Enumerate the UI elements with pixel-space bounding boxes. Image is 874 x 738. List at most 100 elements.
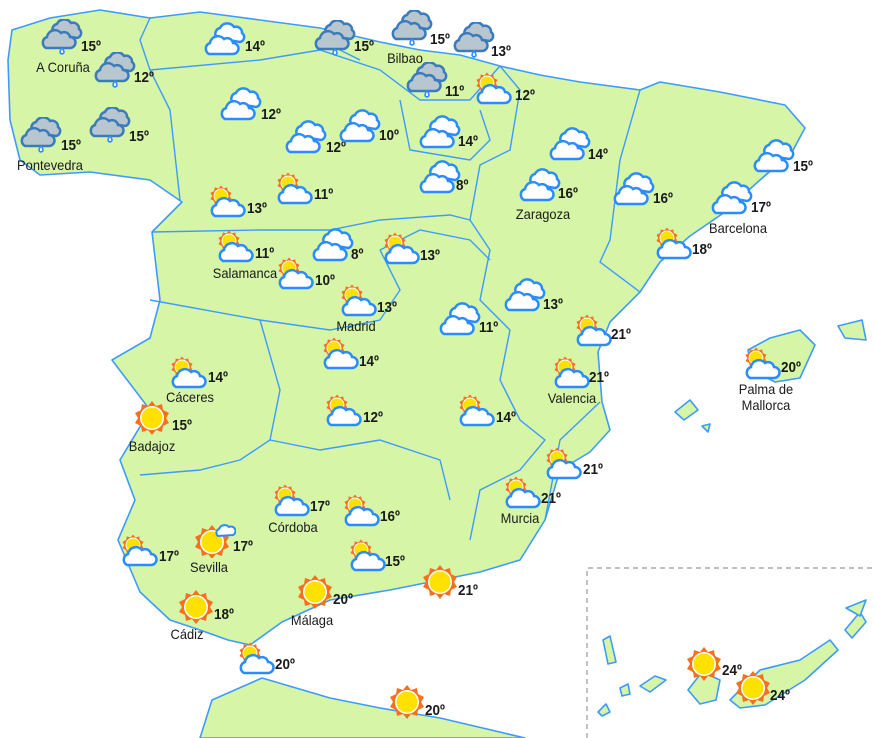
sun-cloud-icon: [346, 537, 390, 573]
city-label: Bilbao: [387, 50, 423, 66]
ibiza: [674, 399, 699, 421]
city-label: Cáceres: [166, 389, 214, 405]
sun-cloud-icon: [206, 183, 250, 219]
sun-cloud-icon: [322, 392, 366, 428]
sun-cloud-icon: [274, 255, 318, 291]
rain-cloud-icon: [19, 117, 63, 153]
sun-cloud-icon: [270, 482, 314, 518]
temperature-label: 16º: [653, 190, 673, 207]
sun-cloud-icon: [319, 335, 363, 371]
rain-cloud-icon: [452, 22, 496, 58]
temperature-label: 11º: [479, 319, 499, 336]
temperature-label: 8º: [351, 246, 364, 263]
temperature-label: 14º: [588, 146, 608, 163]
rain-cloud-icon: [93, 52, 137, 88]
temperature-label: 10º: [379, 127, 399, 144]
sun-cloud-icon: [340, 492, 384, 528]
cloud-icon: [752, 139, 796, 175]
temperature-label: 11º: [314, 186, 334, 203]
temperature-label: 11º: [445, 83, 465, 100]
sun-cloud-icon: [273, 170, 317, 206]
sun-icon: [174, 589, 218, 625]
temperature-label: 15º: [793, 158, 813, 175]
city-label: Valencia: [547, 390, 597, 406]
temperature-label: 21º: [611, 326, 631, 343]
temperature-label: 12º: [261, 106, 281, 123]
temperature-label: 24º: [722, 662, 742, 679]
temperature-label: 21º: [589, 369, 609, 386]
cloud-icon: [284, 120, 328, 156]
sun-cloud-icon: [472, 70, 516, 106]
temperature-label: 14º: [359, 353, 379, 370]
cloud-icon: [418, 115, 462, 151]
sun-icon: [682, 646, 726, 682]
temperature-label: 13º: [543, 296, 563, 313]
temperature-label: 14º: [458, 133, 478, 150]
temperature-label: 15º: [385, 553, 405, 570]
temperature-label: 13º: [491, 43, 511, 60]
cloud-icon: [438, 302, 482, 338]
city-label: Málaga: [290, 612, 334, 628]
temperature-label: 13º: [247, 200, 267, 217]
tenerife: [639, 675, 667, 693]
sun-icon: [293, 574, 337, 610]
city-label: Zaragoza: [515, 206, 571, 222]
rain-cloud-icon: [390, 10, 434, 46]
canary-box: [586, 567, 874, 738]
temperature-label: 10º: [315, 272, 335, 289]
city-label: Murcia: [500, 510, 540, 526]
temperature-label: 15º: [81, 38, 101, 55]
temperature-label: 15º: [354, 38, 374, 55]
temperature-label: 21º: [583, 461, 603, 478]
temperature-label: 12º: [326, 139, 346, 156]
sun-cloud-icon: [542, 445, 586, 481]
north-africa: [199, 677, 526, 738]
city-label: Cádiz: [170, 626, 204, 642]
rain-cloud-icon: [313, 20, 357, 56]
temperature-label: 11º: [255, 245, 275, 262]
city-label: Pontevedra: [17, 157, 83, 173]
cloud-icon: [338, 109, 382, 145]
temperature-label: 16º: [558, 185, 578, 202]
temperature-label: 17º: [159, 548, 179, 565]
sun-cloud-icon: [652, 225, 696, 261]
sun-cloud-icon: [337, 282, 381, 318]
cloud-icon: [710, 181, 754, 217]
temperature-label: 17º: [310, 498, 330, 515]
temperature-label: 8º: [456, 177, 469, 194]
temperature-label: 13º: [377, 299, 397, 316]
sun-cloud-icon: [167, 354, 211, 390]
temperature-label: 20º: [781, 359, 801, 376]
sun-cloud-icon: [572, 312, 616, 348]
temperature-label: 16º: [380, 508, 400, 525]
cloud-icon: [503, 278, 547, 314]
rain-cloud-icon: [405, 62, 449, 98]
rain-cloud-icon: [88, 107, 132, 143]
cloud-icon: [612, 172, 656, 208]
formentera: [701, 423, 711, 433]
sun-cloud-icon: [214, 228, 258, 264]
temperature-label: 21º: [458, 582, 478, 599]
cloud-icon: [518, 168, 562, 204]
temperature-label: 17º: [751, 199, 771, 216]
city-label: Madrid: [336, 318, 376, 334]
temperature-label: 18º: [692, 241, 712, 258]
temperature-label: 24º: [770, 687, 790, 704]
rain-cloud-icon: [40, 19, 84, 55]
sun-icon: [130, 400, 174, 436]
el-hierro: [597, 703, 611, 717]
temperature-label: 12º: [363, 409, 383, 426]
temperature-label: 15º: [129, 128, 149, 145]
city-label: Sevilla: [190, 559, 228, 575]
temperature-label: 20º: [275, 656, 295, 673]
temperature-label: 17º: [233, 538, 253, 555]
sun-cloud-icon: [118, 532, 162, 568]
cloud-icon: [203, 22, 247, 58]
temperature-label: 21º: [541, 490, 561, 507]
city-label: A Coruña: [36, 59, 90, 75]
spain-mainland: [7, 9, 806, 646]
cloud-icon: [219, 87, 263, 123]
city-label: Palma de Mallorca: [738, 381, 794, 413]
